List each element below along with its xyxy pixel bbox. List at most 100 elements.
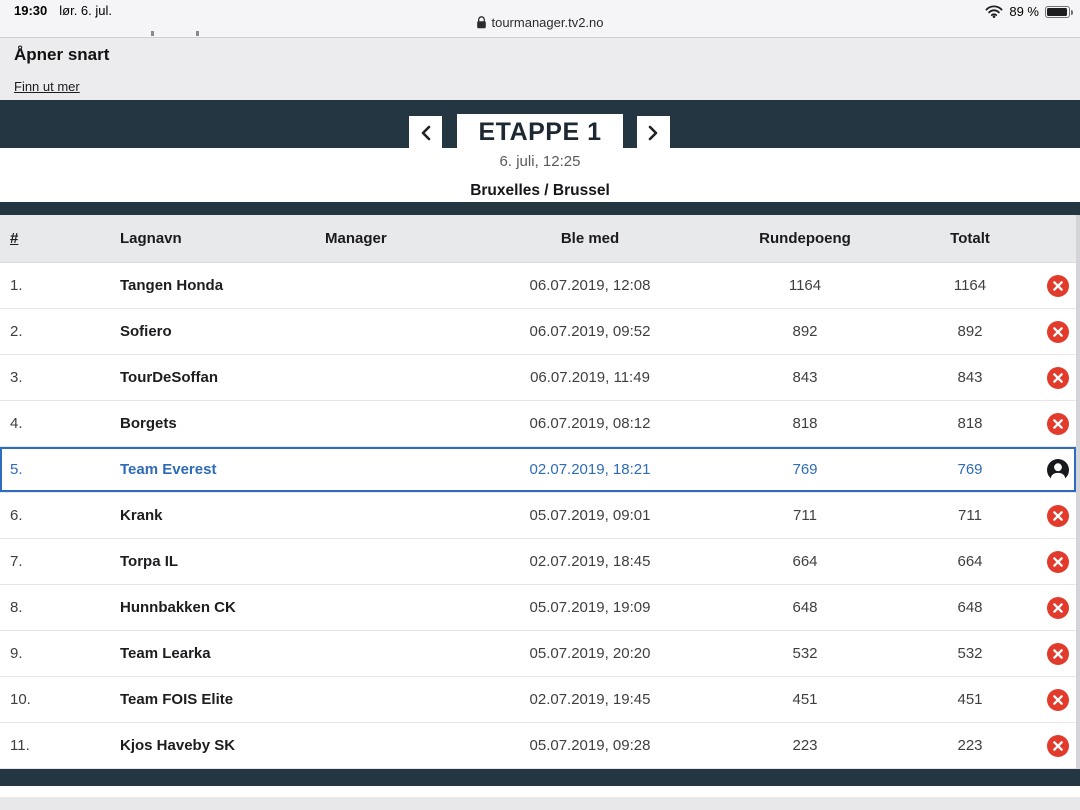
rank-cell: 2. <box>10 323 23 340</box>
remove-team-button[interactable] <box>1047 320 1069 343</box>
remove-team-button[interactable] <box>1047 550 1069 573</box>
joined-cell: 06.07.2019, 11:49 <box>530 369 650 386</box>
table-row[interactable]: 10. Team FOIS Elite 02.07.2019, 19:45 45… <box>0 677 1076 723</box>
table-row[interactable]: 3. TourDeSoffan 06.07.2019, 11:49 843 84… <box>0 355 1076 401</box>
stage-datetime: 6. juli, 12:25 <box>499 153 581 170</box>
remove-team-button[interactable] <box>1047 366 1069 389</box>
rank-cell: 3. <box>10 369 23 386</box>
table-row[interactable]: 2. Sofiero 06.07.2019, 09:52 892 892 <box>0 309 1076 355</box>
bottom-strip <box>0 797 1080 810</box>
remove-team-button[interactable] <box>1047 412 1069 435</box>
divider-bar <box>0 202 1080 215</box>
standings-table: # Lagnavn Manager Ble med Rundepoeng Tot… <box>0 215 1076 769</box>
page-right-gutter <box>1076 215 1080 769</box>
status-right: 89 % <box>985 4 1073 19</box>
table-row[interactable]: 6. Krank 05.07.2019, 09:01 711 711 <box>0 493 1076 539</box>
stage-location: Bruxelles / Brussel <box>470 182 610 199</box>
joined-cell: 05.07.2019, 09:28 <box>529 737 651 754</box>
table-header-row: # Lagnavn Manager Ble med Rundepoeng Tot… <box>0 215 1076 263</box>
joined-cell: 05.07.2019, 09:01 <box>529 507 651 524</box>
status-date: lør. 6. jul. <box>59 3 112 18</box>
remove-team-button[interactable] <box>1047 596 1069 619</box>
next-stage-button[interactable] <box>637 116 670 150</box>
previous-stage-button[interactable] <box>409 116 442 150</box>
remove-team-button[interactable] <box>1047 734 1069 757</box>
round-points-cell: 711 <box>793 507 817 524</box>
joined-cell: 06.07.2019, 08:12 <box>529 415 651 432</box>
joined-cell: 02.07.2019, 18:21 <box>529 461 651 478</box>
joined-cell: 06.07.2019, 12:08 <box>529 277 651 294</box>
address-bar[interactable]: tourmanager.tv2.no <box>476 15 604 30</box>
total-cell: 1164 <box>953 277 987 294</box>
rank-cell: 11. <box>10 737 30 754</box>
rank-cell: 7. <box>10 553 23 570</box>
total-cell: 664 <box>957 553 983 570</box>
team-name-cell: Krank <box>120 507 163 524</box>
promo-banner: Åpner snart Finn ut mer <box>0 38 1080 100</box>
joined-cell: 05.07.2019, 20:20 <box>529 645 651 662</box>
total-cell: 711 <box>958 507 982 524</box>
table-row[interactable]: 7. Torpa IL 02.07.2019, 18:45 664 664 <box>0 539 1076 585</box>
total-cell: 843 <box>957 369 983 386</box>
wifi-icon <box>985 5 1003 18</box>
round-points-cell: 223 <box>792 737 818 754</box>
battery-icon <box>1045 5 1073 18</box>
team-name-cell: Borgets <box>120 415 177 432</box>
joined-cell: 02.07.2019, 19:45 <box>529 691 651 708</box>
table-row[interactable]: 9. Team Learka 05.07.2019, 20:20 532 532 <box>0 631 1076 677</box>
person-icon <box>1046 458 1070 482</box>
total-cell: 818 <box>957 415 983 432</box>
table-row[interactable]: 8. Hunnbakken CK 05.07.2019, 19:09 648 6… <box>0 585 1076 631</box>
footer-bar <box>0 769 1080 786</box>
chevron-left-icon <box>420 125 431 141</box>
round-points-cell: 892 <box>792 323 818 340</box>
rank-cell: 8. <box>10 599 23 616</box>
lock-icon <box>476 16 486 29</box>
column-header-manager: Manager <box>325 230 387 247</box>
team-name-cell: Tangen Honda <box>120 277 224 294</box>
clipped-text-fragment <box>196 31 199 36</box>
round-points-cell: 532 <box>792 645 818 662</box>
banner-title: Åpner snart <box>14 45 110 64</box>
table-body: 1. Tangen Honda 06.07.2019, 12:08 1164 1… <box>0 263 1076 769</box>
joined-cell: 05.07.2019, 19:09 <box>529 599 651 616</box>
table-row[interactable]: 11. Kjos Haveby SK 05.07.2019, 09:28 223… <box>0 723 1076 769</box>
total-cell: 769 <box>957 461 983 478</box>
stage-title-text: ETAPPE 1 <box>478 117 602 146</box>
column-header-rank[interactable]: # <box>10 230 19 247</box>
status-left: 19:30 lør. 6. jul. <box>14 3 112 18</box>
column-header-total: Totalt <box>950 230 990 247</box>
column-header-joined: Ble med <box>560 230 620 247</box>
battery-percent: 89 % <box>1009 4 1039 19</box>
team-name-cell: TourDeSoffan <box>120 369 219 386</box>
rank-cell: 4. <box>10 415 23 432</box>
total-cell: 223 <box>957 737 983 754</box>
remove-team-button[interactable] <box>1047 688 1069 711</box>
remove-team-button[interactable] <box>1047 504 1069 527</box>
rank-cell: 6. <box>10 507 23 524</box>
team-name-cell: Kjos Haveby SK <box>120 737 236 754</box>
banner-link[interactable]: Finn ut mer <box>14 79 80 94</box>
table-row[interactable]: 1. Tangen Honda 06.07.2019, 12:08 1164 1… <box>0 263 1076 309</box>
column-header-team: Lagnavn <box>120 230 182 247</box>
team-name-cell: Team FOIS Elite <box>120 691 234 708</box>
table-row[interactable]: 5. Team Everest 02.07.2019, 18:21 769 76… <box>0 447 1076 493</box>
total-cell: 892 <box>957 323 983 340</box>
chevron-right-icon <box>648 125 659 141</box>
clipped-text-fragment <box>151 31 154 36</box>
team-name-cell: Torpa IL <box>120 553 179 570</box>
round-points-cell: 1164 <box>788 277 822 294</box>
round-points-cell: 843 <box>792 369 818 386</box>
remove-team-button[interactable] <box>1047 274 1069 297</box>
total-cell: 451 <box>957 691 983 708</box>
rank-cell: 1. <box>10 277 23 294</box>
team-name-cell: Sofiero <box>120 323 172 340</box>
url-text: tourmanager.tv2.no <box>491 15 604 30</box>
rank-cell: 5. <box>10 461 23 478</box>
total-cell: 532 <box>957 645 983 662</box>
remove-team-button[interactable] <box>1047 642 1069 665</box>
table-row[interactable]: 4. Borgets 06.07.2019, 08:12 818 818 <box>0 401 1076 447</box>
joined-cell: 02.07.2019, 18:45 <box>529 553 651 570</box>
round-points-cell: 769 <box>792 461 818 478</box>
